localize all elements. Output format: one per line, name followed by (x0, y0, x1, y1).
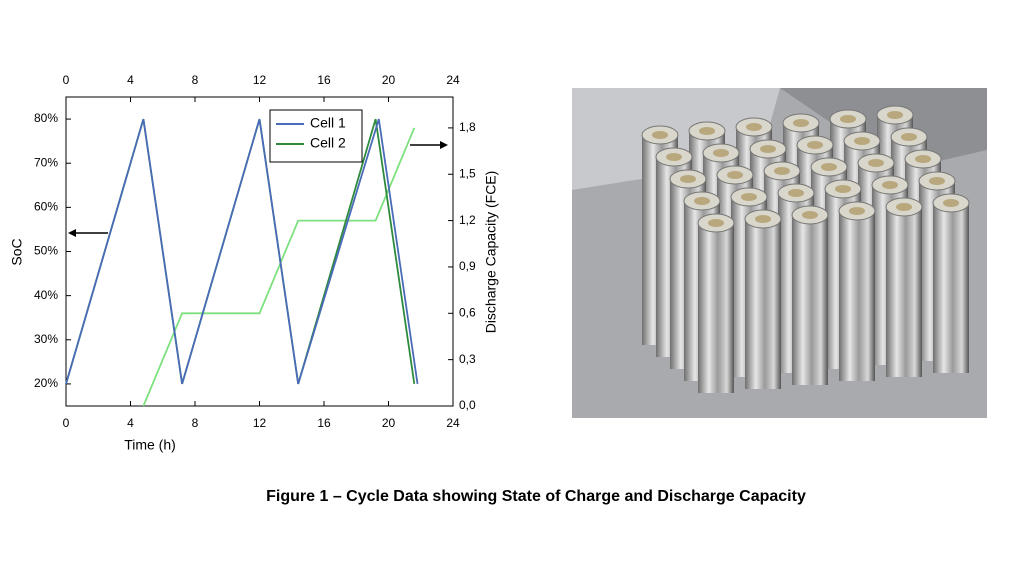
photo-cell-cap (901, 133, 917, 141)
legend-label: Cell 1 (310, 115, 346, 131)
photo-cell-cap (929, 177, 945, 185)
x-top-tick-label: 4 (127, 73, 134, 87)
photo-cell (933, 203, 969, 373)
x-top-tick-label: 16 (317, 73, 331, 87)
photo-cell-cap (727, 171, 743, 179)
x-top-tick-label: 24 (446, 73, 460, 87)
photo-cell-cap (713, 149, 729, 157)
y-tick-label: 70% (34, 155, 58, 169)
data-line (142, 127, 416, 407)
x-top-tick-label: 20 (382, 73, 396, 87)
photo-cell-cap (915, 155, 931, 163)
photo-cell (698, 223, 734, 393)
arrow-head (68, 229, 76, 237)
photo-cell-cap (802, 211, 818, 219)
y2-axis-label: Discharge Capacity (FCE) (483, 171, 499, 334)
x-tick-label: 12 (253, 416, 267, 430)
caption: Figure 1 – Cycle Data showing State of C… (266, 488, 806, 505)
y-tick-label: 40% (34, 288, 58, 302)
photo-cell-cap (849, 207, 865, 215)
photo-cell-cap (788, 189, 804, 197)
photo-cell-cap (652, 131, 668, 139)
photo-cell (792, 215, 828, 385)
y2-tick-label: 0,9 (459, 259, 476, 273)
x-top-tick-label: 8 (192, 73, 199, 87)
photo-cell-cap (807, 141, 823, 149)
photo-cell (839, 211, 875, 381)
photo-cell-cap (755, 215, 771, 223)
y2-tick-label: 1,8 (459, 120, 476, 134)
x-top-tick-label: 12 (253, 73, 267, 87)
y-axis-label: SoC (9, 238, 25, 265)
y2-tick-label: 0,6 (459, 305, 476, 319)
photo-cell-cap (746, 123, 762, 131)
y-tick-label: 50% (34, 244, 58, 258)
x-tick-label: 24 (446, 416, 460, 430)
photo-cell-cap (854, 137, 870, 145)
x-axis-label: Time (h) (124, 437, 176, 453)
x-top-tick-label: 0 (63, 73, 70, 87)
x-tick-label: 4 (127, 416, 134, 430)
x-tick-label: 0 (63, 416, 70, 430)
photo-cell-cap (887, 111, 903, 119)
y2-tick-label: 1,2 (459, 213, 476, 227)
photo-cell (886, 207, 922, 377)
y2-tick-label: 0,0 (459, 398, 476, 412)
photo-cell-cap (760, 145, 776, 153)
x-tick-label: 16 (317, 416, 331, 430)
legend-label: Cell 2 (310, 135, 346, 151)
photo-cell-cap (741, 193, 757, 201)
legend-box (269, 109, 363, 163)
x-tick-label: 20 (382, 416, 396, 430)
photo-cell-cap (840, 115, 856, 123)
y-tick-label: 60% (34, 200, 58, 214)
photo-cell-cap (793, 119, 809, 127)
photo-cell-cap (666, 153, 682, 161)
data-line (65, 118, 419, 385)
photo-cell-cap (694, 197, 710, 205)
photo-cell-cap (774, 167, 790, 175)
y2-tick-label: 0,3 (459, 352, 476, 366)
photo-cell-cap (882, 181, 898, 189)
photo-cell-cap (708, 219, 724, 227)
x-tick-label: 8 (192, 416, 199, 430)
photo-cell (745, 219, 781, 389)
photo-cell-cap (835, 185, 851, 193)
y-tick-label: 80% (34, 111, 58, 125)
photo-cell-cap (680, 175, 696, 183)
y-tick-label: 30% (34, 332, 58, 346)
photo-cell-cap (821, 163, 837, 171)
photo-cell-cap (896, 203, 912, 211)
y-tick-label: 20% (34, 376, 58, 390)
photo-cell-cap (868, 159, 884, 167)
photo-cell-cap (699, 127, 715, 135)
y2-tick-label: 1,5 (459, 166, 476, 180)
arrow-head (440, 141, 448, 149)
photo (572, 88, 987, 418)
photo-cell-cap (943, 199, 959, 207)
